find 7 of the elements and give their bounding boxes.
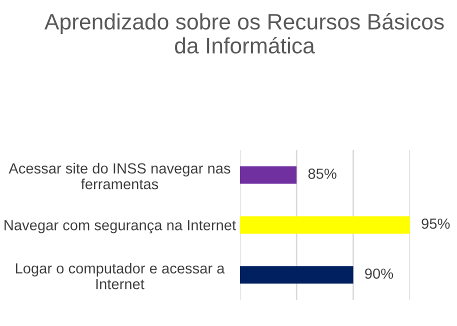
data-label: 90%: [365, 268, 394, 279]
data-label: 85%: [308, 168, 336, 179]
y-tick-label: Navegar com segurança na Internet: [4, 220, 236, 234]
y-tick-label: Acessar site do INSS navegar nas ferramentas: [8, 162, 230, 190]
y-tick-label: Logar o computador e acessar a Internet: [16, 262, 225, 290]
data-label: 95%: [422, 218, 450, 229]
chart-title: Aprendizado sobre os Recursos Básicos da Informática: [44, 13, 444, 54]
